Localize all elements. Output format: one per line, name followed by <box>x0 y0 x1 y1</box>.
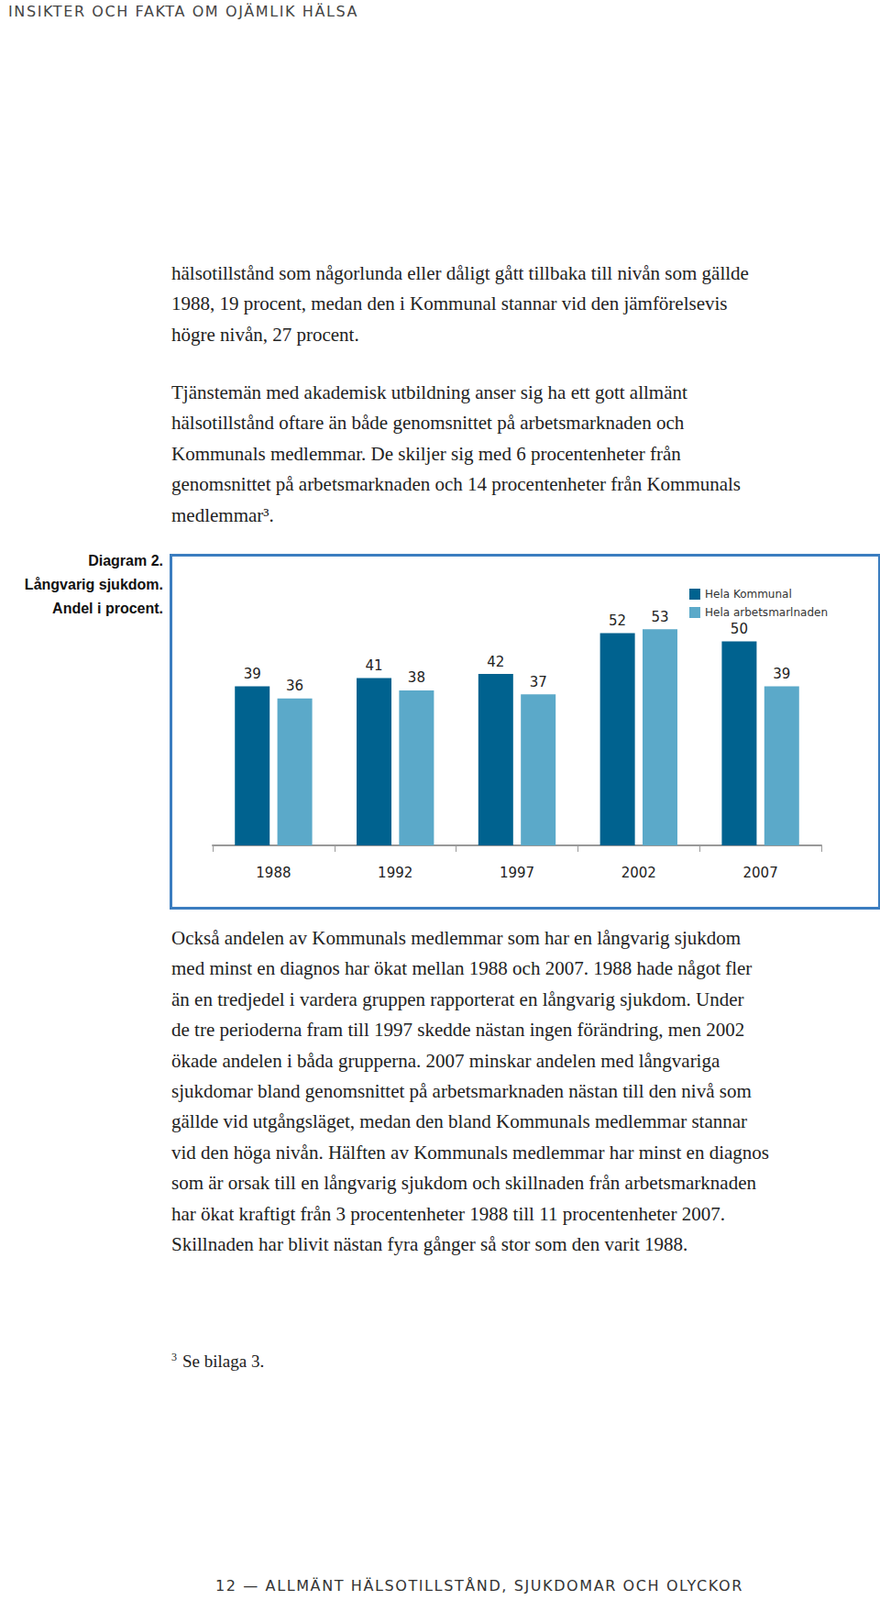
svg-text:Hela arbetsmarlnaden: Hela arbetsmarlnaden <box>704 605 828 619</box>
html-text:12 — ALLMÄNT HÄLSOTILLSTÅND, S: 12 — ALLMÄNT HÄLSOTILLSTÅND, SJUKDOMAR O… <box>215 1576 744 1595</box>
html-text:genomsnittet på arbetsmarknade: genomsnittet på arbetsmarknaden och 14 p… <box>171 473 741 496</box>
html-text:1988, 19 procent, medan den i: 1988, 19 procent, medan den i Kommunal s… <box>171 292 728 315</box>
svg-text:2007: 2007 <box>743 864 779 881</box>
svg-text:39: 39 <box>243 665 262 682</box>
html-text:vid den höga nivån. Hälften av: vid den höga nivån. Hälften av Kommunals… <box>171 1140 770 1163</box>
svg-text:37: 37 <box>529 673 548 691</box>
svg-text:42: 42 <box>486 653 505 671</box>
html-text:3 Se bilaga 3.: 3 Se bilaga 3. <box>171 1350 265 1371</box>
html-text:Diagram 2.: Diagram 2. <box>88 552 164 569</box>
svg-text:38: 38 <box>407 669 426 686</box>
html-text:Långvarig sjukdom.: Långvarig sjukdom. <box>24 576 164 593</box>
svg-text:1988: 1988 <box>255 864 291 881</box>
html-text:hälsotillstånd som någorlunda: hälsotillstånd som någorlunda eller dåli… <box>171 262 749 285</box>
svg-text:36: 36 <box>286 677 304 694</box>
svg-text:39: 39 <box>772 665 791 682</box>
html-text:gällde vid utgångsläget, medan: gällde vid utgångsläget, medan den bland… <box>171 1110 748 1133</box>
html-text:Skillnaden har blivit nästan f: Skillnaden har blivit nästan fyra gånger… <box>171 1232 688 1255</box>
html-text:hälsotillstånd oftare än både: hälsotillstånd oftare än både genomsnitt… <box>171 411 685 434</box>
html-text:ökade andelen i båda grupperna: ökade andelen i båda grupperna. 2007 min… <box>171 1049 720 1072</box>
svg-text:50: 50 <box>730 620 748 638</box>
html-text:medlemmar³.: medlemmar³. <box>171 503 274 526</box>
html-text:än en tredjedel i vardera grup: än en tredjedel i vardera gruppen rappor… <box>171 987 744 1010</box>
html-text:Kommunals medlemmar. De skilje: Kommunals medlemmar. De skiljer sig med … <box>171 442 681 465</box>
svg-text:52: 52 <box>608 612 627 629</box>
html-text:sjukdomar bland genomsnittet p: sjukdomar bland genomsnittet på arbetsma… <box>171 1079 752 1102</box>
svg-text:1997: 1997 <box>499 864 535 881</box>
html-text:INSIKTER OCH FAKTA OM OJÄMLIK: INSIKTER OCH FAKTA OM OJÄMLIK HÄLSA <box>8 2 359 21</box>
html-text:med minst en diagnos har ökat: med minst en diagnos har ökat mellan 198… <box>171 957 753 980</box>
html-text:som är orsak till en långvarig: som är orsak till en långvarig sjukdom o… <box>171 1171 757 1194</box>
svg-text:41: 41 <box>364 657 383 674</box>
html-text:har ökat kraftigt från 3 proce: har ökat kraftigt från 3 procentenheter … <box>171 1202 725 1225</box>
svg-text:1992: 1992 <box>377 864 413 881</box>
svg-text:53: 53 <box>650 608 669 626</box>
html-text:högre nivån, 27 procent.: högre nivån, 27 procent. <box>171 323 360 346</box>
html-text:Tjänstemän med akademisk utbil: Tjänstemän med akademisk utbildning anse… <box>171 381 688 404</box>
html-text:Också andelen av Kommunals med: Också andelen av Kommunals medlemmar som… <box>171 926 741 949</box>
html-text:de tre perioderna fram till 19: de tre perioderna fram till 1997 skedde … <box>171 1018 745 1041</box>
svg-text:2002: 2002 <box>621 864 657 881</box>
svg-text:Hela Kommunal: Hela Kommunal <box>704 587 792 601</box>
html-text:Andel i procent.: Andel i procent. <box>52 600 164 616</box>
